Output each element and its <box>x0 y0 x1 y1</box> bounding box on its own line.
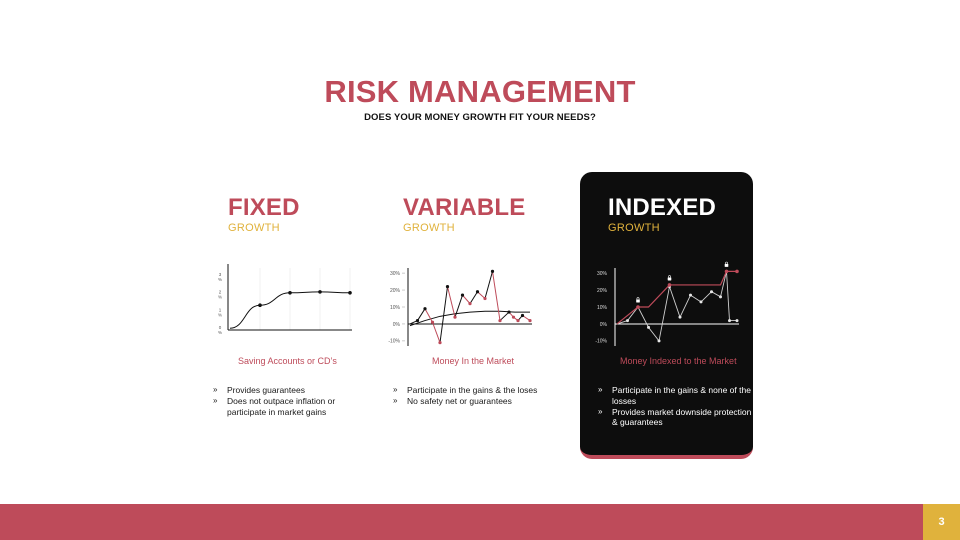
bullet-item: Provides market downside protection & gu… <box>598 407 758 429</box>
indexed-growth-chart: 30% 20% 10% 0% -10% <box>595 261 739 346</box>
data-point <box>453 315 457 319</box>
bullet-list: Participate in the gains & none of the l… <box>598 385 758 428</box>
series-segment <box>424 308 433 323</box>
data-point <box>647 325 650 329</box>
data-point <box>678 315 682 319</box>
y-tick-label: 20% <box>597 288 608 294</box>
data-point <box>475 290 480 294</box>
data-point <box>498 318 502 323</box>
bullet-item: Does not outpace inflation or participat… <box>213 396 373 418</box>
indexed-step-line <box>616 270 737 325</box>
data-point <box>626 319 629 323</box>
page-number: 3 <box>923 504 960 540</box>
fixed-growth-chart: 3 % 2 % 1 % 0% <box>218 264 352 335</box>
y-tick-label: 0% <box>600 322 608 328</box>
panel-title: VARIABLE <box>403 194 526 221</box>
series-segment <box>447 286 456 318</box>
chart-caption: Money Indexed to the Market <box>620 356 737 366</box>
data-point <box>511 315 516 319</box>
bullet-list: Participate in the gains & the loses No … <box>393 385 553 407</box>
data-point <box>468 302 472 306</box>
series-segment <box>417 308 426 321</box>
data-point <box>719 295 722 299</box>
bullet-item: Provides guarantees <box>213 385 373 396</box>
chart-caption: Saving Accounts or CD’s <box>238 356 337 366</box>
data-point <box>728 319 731 323</box>
variable-growth-chart: 30% 20% 10% 0% -10% <box>388 268 532 346</box>
data-point <box>288 291 292 295</box>
series-segment <box>469 291 478 304</box>
lock-point <box>636 305 640 309</box>
series-segment <box>484 271 493 299</box>
panel-subtitle: GROWTH <box>228 222 280 234</box>
y-tick-label: 0% <box>218 325 222 335</box>
data-point <box>423 307 427 311</box>
data-point <box>430 320 435 324</box>
data-point <box>415 318 420 323</box>
data-point <box>348 291 352 295</box>
chart-caption: Money In the Market <box>432 356 515 366</box>
y-tick-label: 3% <box>218 272 222 282</box>
data-point <box>483 296 487 301</box>
series-segment <box>462 294 471 304</box>
data-point <box>657 339 661 343</box>
lock-icon <box>667 277 672 281</box>
fixed-panel: FIXED GROWTH 3% 2% 1% 0% Saving Accounts or… <box>213 175 400 455</box>
panel-title: FIXED <box>228 194 300 221</box>
market-line <box>616 271 737 342</box>
data-point <box>699 300 703 304</box>
lock-icon <box>636 299 640 303</box>
footer-bar <box>0 504 923 540</box>
y-tick-label: 10% <box>390 305 401 311</box>
data-point <box>735 319 739 323</box>
y-tick-label: 1% <box>218 307 222 317</box>
series-segment <box>454 294 463 318</box>
series-segment <box>492 271 501 321</box>
slide-subtitle: DOES YOUR MONEY GROWTH FIT YOUR NEEDS? <box>364 112 596 123</box>
y-tick-label: -10% <box>595 339 607 345</box>
indexed-panel: INDEXED GROWTH 30% 20% 10% 0% -10% Money Ind… <box>595 175 780 455</box>
lock-point <box>735 269 739 274</box>
lock-point <box>724 269 729 274</box>
lock-shackle <box>636 297 640 300</box>
data-point <box>710 290 713 294</box>
series-segment <box>432 322 441 343</box>
lock-icon <box>724 263 729 267</box>
bullet-item: Participate in the gains & the loses <box>393 385 553 396</box>
y-tick-label: 20% <box>390 288 401 294</box>
panel-title: INDEXED <box>608 194 717 221</box>
panel-subtitle: GROWTH <box>403 222 455 234</box>
series-segment <box>439 286 448 343</box>
data-point <box>516 318 520 323</box>
bullet-item: Participate in the gains & none of the l… <box>598 385 758 407</box>
y-tick-label: 0% <box>393 322 401 328</box>
data-point <box>520 313 525 318</box>
data-point <box>490 269 495 273</box>
variable-panel: VARIABLE GROWTH 30% 20% 10% 0% -10% Money In… <box>388 175 575 455</box>
series-segment <box>477 291 486 299</box>
data-point <box>318 290 322 294</box>
lock-point <box>667 283 672 287</box>
y-tick-label: 10% <box>597 305 608 311</box>
lock-shackle <box>668 275 671 278</box>
y-tick-label: 2% <box>218 290 222 300</box>
y-tick-label: -10% <box>388 339 400 345</box>
bullet-list: Provides guarantees Does not outpace inf… <box>213 385 373 417</box>
bullet-item: No safety net or guarantees <box>393 396 553 407</box>
slide-title: RISK MANAGEMENT <box>324 74 636 109</box>
data-point <box>258 303 262 307</box>
panel-subtitle: GROWTH <box>608 222 660 234</box>
data-point <box>445 285 450 289</box>
data-point <box>460 293 465 297</box>
data-point <box>528 318 532 323</box>
data-point <box>438 341 442 345</box>
series-segment <box>499 311 510 321</box>
lock-shackle <box>725 261 728 265</box>
data-point <box>507 310 511 314</box>
y-tick-label: 30% <box>597 271 608 277</box>
y-tick-label: 30% <box>390 271 401 277</box>
data-point <box>689 293 692 297</box>
